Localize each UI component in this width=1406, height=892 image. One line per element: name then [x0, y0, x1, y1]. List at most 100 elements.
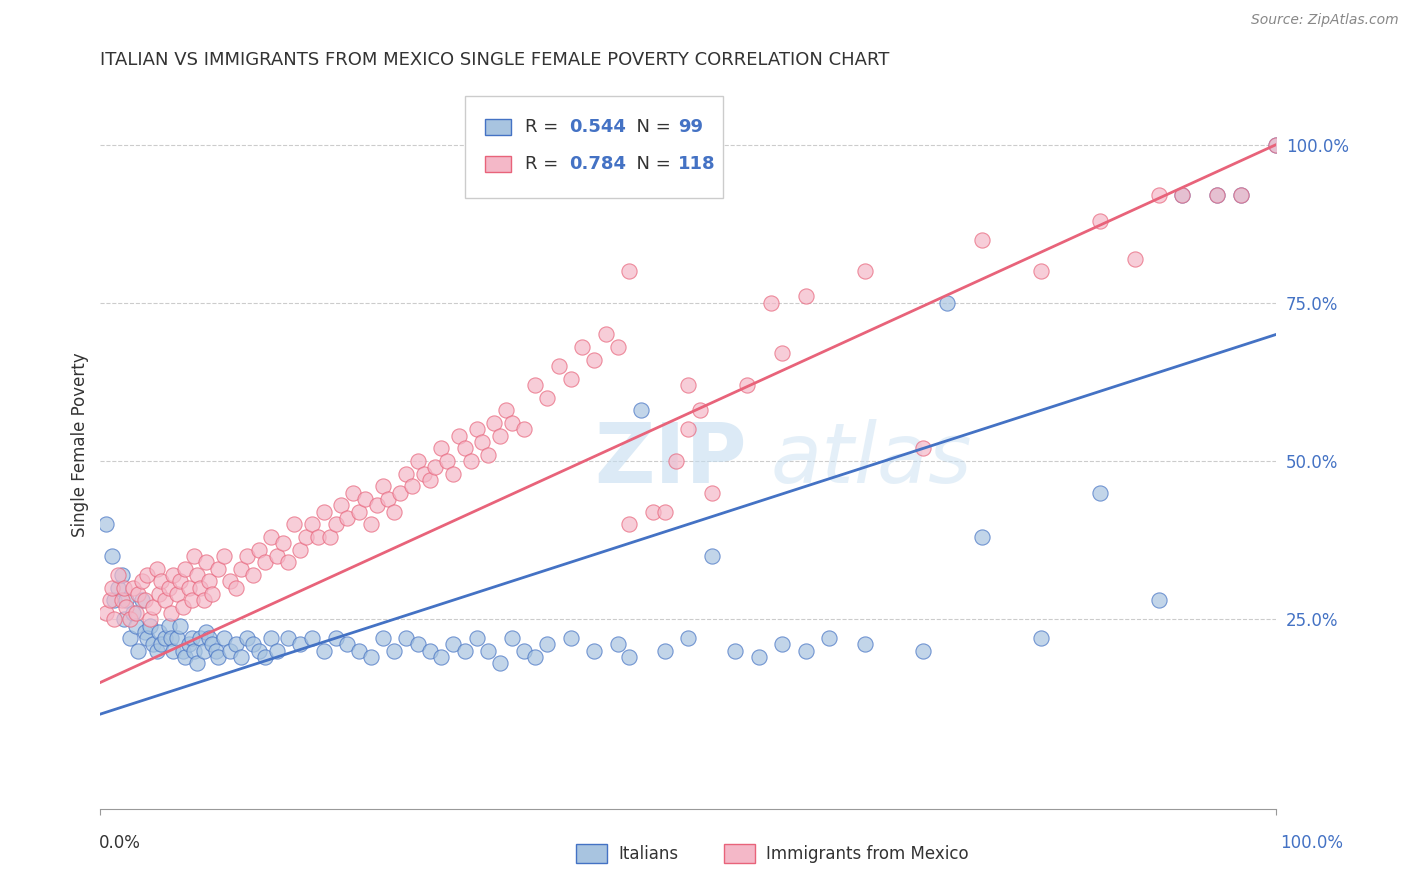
Point	[676, 378, 699, 392]
Point	[183, 549, 205, 563]
Point	[770, 346, 793, 360]
Point	[460, 454, 482, 468]
Point	[236, 549, 259, 563]
Point	[122, 606, 145, 620]
Point	[112, 612, 135, 626]
Point	[231, 650, 253, 665]
Point	[583, 644, 606, 658]
Point	[122, 581, 145, 595]
Point	[197, 574, 219, 589]
Point	[110, 593, 132, 607]
Point	[735, 378, 758, 392]
Point	[430, 442, 453, 456]
Text: 0.784: 0.784	[569, 154, 627, 172]
Point	[183, 644, 205, 658]
Point	[654, 644, 676, 658]
Point	[524, 650, 547, 665]
Point	[277, 555, 299, 569]
FancyBboxPatch shape	[485, 120, 510, 136]
Point	[186, 567, 208, 582]
Point	[770, 638, 793, 652]
Point	[1029, 264, 1052, 278]
Point	[146, 644, 169, 658]
Point	[676, 631, 699, 645]
Point	[204, 644, 226, 658]
Point	[560, 631, 582, 645]
Point	[181, 593, 204, 607]
Point	[382, 505, 405, 519]
Point	[489, 428, 512, 442]
Point	[142, 638, 165, 652]
Point	[188, 631, 211, 645]
Text: ITALIAN VS IMMIGRANTS FROM MEXICO SINGLE FEMALE POVERTY CORRELATION CHART: ITALIAN VS IMMIGRANTS FROM MEXICO SINGLE…	[100, 51, 890, 69]
Point	[181, 631, 204, 645]
Point	[295, 530, 318, 544]
Point	[406, 638, 429, 652]
Point	[700, 549, 723, 563]
Point	[689, 403, 711, 417]
Point	[1147, 593, 1170, 607]
Point	[1171, 188, 1194, 202]
Text: 118: 118	[678, 154, 716, 172]
Text: 0.0%: 0.0%	[98, 834, 141, 852]
Point	[1088, 213, 1111, 227]
Point	[136, 631, 159, 645]
Point	[512, 644, 534, 658]
Point	[212, 631, 235, 645]
Point	[583, 352, 606, 367]
Point	[146, 561, 169, 575]
Point	[759, 295, 782, 310]
Point	[166, 631, 188, 645]
Point	[336, 638, 359, 652]
Point	[169, 618, 191, 632]
Point	[193, 644, 215, 658]
Point	[124, 618, 146, 632]
Point	[186, 657, 208, 671]
Point	[676, 422, 699, 436]
Point	[382, 644, 405, 658]
Point	[794, 644, 817, 658]
Text: Immigrants from Mexico: Immigrants from Mexico	[766, 845, 969, 863]
Point	[606, 638, 628, 652]
Point	[118, 631, 141, 645]
Point	[595, 327, 617, 342]
Point	[201, 638, 224, 652]
Point	[172, 599, 194, 614]
Point	[290, 542, 312, 557]
Point	[253, 650, 276, 665]
Point	[371, 631, 394, 645]
Point	[360, 517, 382, 532]
Point	[172, 644, 194, 658]
Point	[371, 479, 394, 493]
Point	[536, 391, 558, 405]
Point	[454, 644, 477, 658]
Point	[127, 587, 149, 601]
Point	[389, 485, 412, 500]
Point	[242, 567, 264, 582]
Point	[307, 530, 329, 544]
Point	[412, 467, 434, 481]
Point	[312, 505, 335, 519]
Point	[471, 435, 494, 450]
Point	[430, 650, 453, 665]
Point	[425, 460, 447, 475]
Point	[148, 624, 170, 639]
Point	[134, 624, 156, 639]
Point	[174, 561, 197, 575]
Text: ZIP: ZIP	[595, 419, 747, 500]
Point	[419, 473, 441, 487]
Point	[524, 378, 547, 392]
Point	[160, 606, 183, 620]
Point	[1265, 137, 1288, 152]
Point	[150, 638, 173, 652]
Point	[465, 422, 488, 436]
Point	[312, 644, 335, 658]
Point	[347, 505, 370, 519]
Point	[107, 567, 129, 582]
Text: N =: N =	[624, 154, 676, 172]
Text: R =: R =	[524, 154, 564, 172]
Point	[330, 498, 353, 512]
Point	[465, 631, 488, 645]
Point	[401, 479, 423, 493]
Point	[818, 631, 841, 645]
